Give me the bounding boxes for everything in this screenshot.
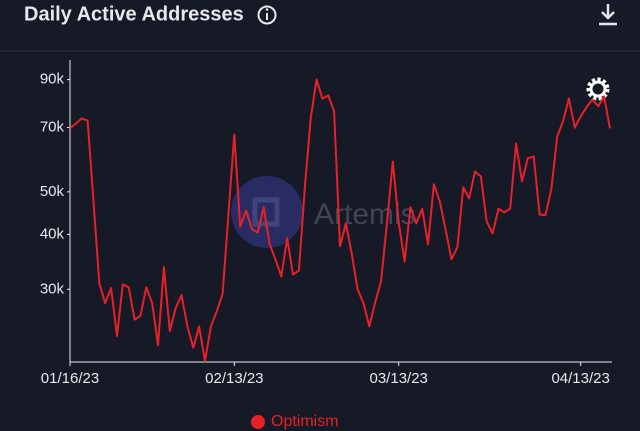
x-tick-label: 03/13/23 — [370, 370, 428, 387]
x-tick-label: 04/13/23 — [551, 370, 609, 387]
x-tick-label: 02/13/23 — [205, 370, 263, 387]
legend-label: Optimism — [271, 413, 339, 430]
legend-marker — [251, 415, 265, 429]
x-tick-label: 01/16/23 — [41, 370, 99, 387]
y-tick-label: 40k — [40, 225, 65, 242]
y-tick-label: 90k — [40, 71, 65, 88]
info-icon[interactable] — [257, 5, 277, 25]
line — [69, 78, 611, 363]
y-tick-label: 50k — [40, 183, 65, 200]
y-tick-label: 70k — [40, 119, 65, 136]
download-icon[interactable] — [599, 4, 617, 26]
settings-icon[interactable] — [586, 77, 610, 101]
watermark-text: Artemis — [314, 198, 416, 231]
chart-title: Daily Active Addresses — [24, 3, 244, 25]
y-tick-label: 30k — [40, 280, 65, 297]
